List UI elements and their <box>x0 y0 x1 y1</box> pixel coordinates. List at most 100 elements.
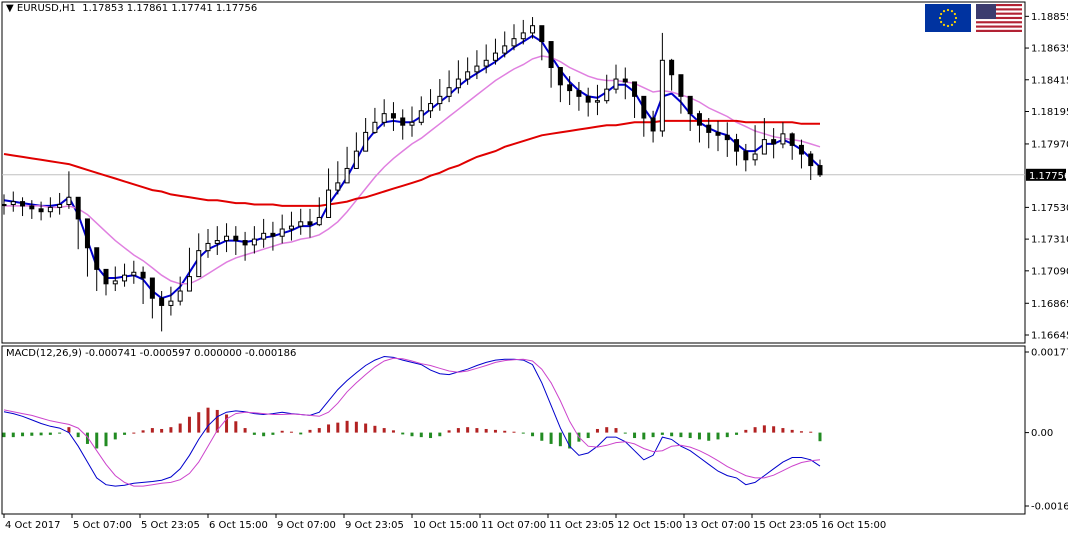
candle-body[interactable] <box>492 52 498 61</box>
candle-body[interactable] <box>567 84 573 92</box>
candle-body[interactable] <box>734 139 740 152</box>
candle-body[interactable] <box>613 78 619 90</box>
candle-body[interactable] <box>353 150 359 169</box>
candle-body[interactable] <box>548 41 554 69</box>
candle-body[interactable] <box>94 247 100 270</box>
candle-body[interactable] <box>576 90 582 97</box>
candle-body[interactable] <box>743 150 749 161</box>
candle-body[interactable] <box>224 235 230 242</box>
candle-body[interactable] <box>159 297 165 306</box>
candle-body[interactable] <box>140 271 146 279</box>
candle-body[interactable] <box>10 201 16 206</box>
candle-body[interactable] <box>38 208 44 213</box>
candle-body[interactable] <box>279 228 285 237</box>
candle-body[interactable] <box>428 103 434 112</box>
candle-body[interactable] <box>446 87 452 97</box>
macd-histogram-bar <box>762 425 766 433</box>
candle-body[interactable] <box>103 268 109 285</box>
candle-body[interactable] <box>752 153 758 161</box>
candle-body[interactable] <box>696 113 702 126</box>
candle-body[interactable] <box>75 196 81 220</box>
candle-body[interactable] <box>47 206 53 213</box>
dropdown-triangle-icon[interactable]: ▼ <box>6 3 14 14</box>
candle-body[interactable] <box>715 131 721 136</box>
candle-body[interactable] <box>632 81 638 97</box>
candle-body[interactable] <box>177 290 183 302</box>
candle-body[interactable] <box>641 95 647 119</box>
candle-body[interactable] <box>390 113 396 119</box>
candle-body[interactable] <box>186 276 192 292</box>
candle-body[interactable] <box>400 117 406 126</box>
candle-body[interactable] <box>326 189 332 218</box>
macd-histogram-bar <box>132 432 136 434</box>
candle-body[interactable] <box>502 45 508 54</box>
candle-body[interactable] <box>122 274 128 282</box>
candle-body[interactable] <box>66 196 72 206</box>
candle-body[interactable] <box>808 153 814 167</box>
candle-body[interactable] <box>381 113 387 123</box>
candle-body[interactable] <box>57 204 63 208</box>
candle-body[interactable] <box>335 182 341 191</box>
candle-body[interactable] <box>29 205 35 210</box>
candle-body[interactable] <box>530 25 536 34</box>
candle-body[interactable] <box>669 59 675 76</box>
candle-body[interactable] <box>418 110 424 123</box>
candle-body[interactable] <box>594 100 600 103</box>
candle-body[interactable] <box>798 144 804 155</box>
time-axis-label: 6 Oct 15:00 <box>209 520 268 531</box>
candle-body[interactable] <box>520 32 526 40</box>
candle-body[interactable] <box>465 71 471 80</box>
candle-body[interactable] <box>261 232 267 240</box>
candle-body[interactable] <box>205 242 211 252</box>
candle-body[interactable] <box>344 167 350 184</box>
candle-body[interactable] <box>196 250 202 278</box>
candle-body[interactable] <box>437 95 443 105</box>
candle-body[interactable] <box>84 218 90 249</box>
macd-histogram-bar <box>317 428 321 433</box>
candle-body[interactable] <box>474 65 480 73</box>
candle-body[interactable] <box>650 117 656 132</box>
ohlc-values: 1.17853 1.17861 1.17741 1.17756 <box>82 3 258 14</box>
candle-body[interactable] <box>539 25 545 43</box>
candle-body[interactable] <box>131 271 137 276</box>
candle-body[interactable] <box>363 131 369 152</box>
candle-body[interactable] <box>789 133 795 146</box>
candle-body[interactable] <box>251 238 257 246</box>
candle-body[interactable] <box>706 124 712 133</box>
candle-body[interactable] <box>455 78 461 89</box>
candle-body[interactable] <box>1 204 7 207</box>
candle-body[interactable] <box>771 139 777 145</box>
candle-body[interactable] <box>149 277 155 299</box>
candle-body[interactable] <box>678 74 684 97</box>
candle-body[interactable] <box>233 235 239 242</box>
candle-body[interactable] <box>687 95 693 115</box>
candle-body[interactable] <box>604 88 610 102</box>
candle-body[interactable] <box>557 67 563 86</box>
time-axis-label: 16 Oct 15:00 <box>821 520 886 531</box>
candle-body[interactable] <box>372 121 378 133</box>
macd-axis-label: 0.00 <box>1031 428 1053 439</box>
candle-body[interactable] <box>817 165 823 176</box>
candle-body[interactable] <box>168 300 174 306</box>
candle-body[interactable] <box>511 38 517 47</box>
candle-body[interactable] <box>316 216 322 226</box>
candle-body[interactable] <box>409 121 415 126</box>
candle-body[interactable] <box>622 78 628 83</box>
candle-body[interactable] <box>214 240 220 244</box>
candle-body[interactable] <box>761 139 767 155</box>
candle-body[interactable] <box>242 240 248 246</box>
candle-body[interactable] <box>780 133 786 145</box>
candle-body[interactable] <box>288 225 294 230</box>
candle-body[interactable] <box>724 134 730 141</box>
candle-body[interactable] <box>307 221 313 226</box>
candle-body[interactable] <box>112 280 118 285</box>
macd-histogram-bar <box>623 432 627 434</box>
candle-body[interactable] <box>298 221 304 227</box>
candle-body[interactable] <box>483 59 489 67</box>
candle-body[interactable] <box>20 201 26 207</box>
candle-body[interactable] <box>659 59 665 132</box>
candle-body[interactable] <box>270 232 276 237</box>
candle-body[interactable] <box>585 95 591 103</box>
